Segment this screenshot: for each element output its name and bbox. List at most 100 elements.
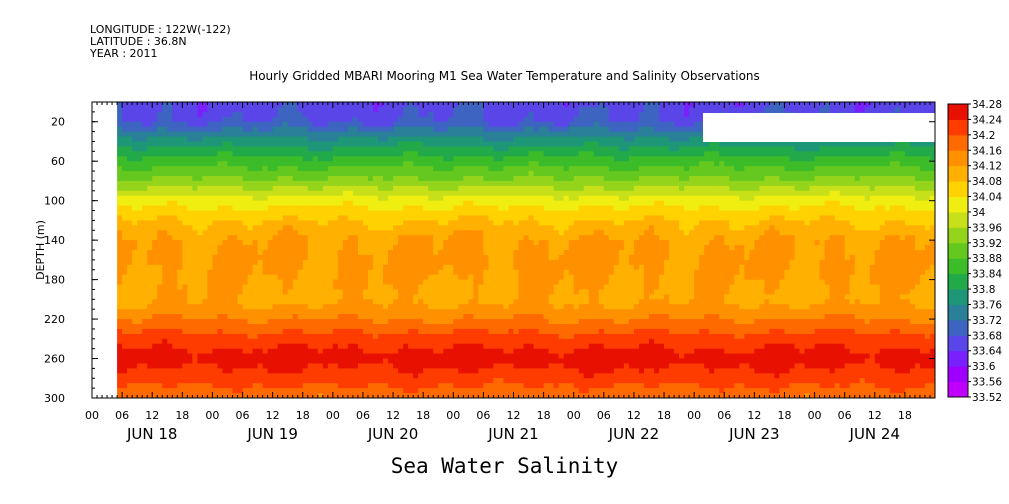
heatmap-cell	[528, 388, 535, 394]
heatmap-cell	[287, 368, 294, 374]
heatmap-cell	[367, 309, 374, 315]
heatmap-cell	[473, 210, 479, 217]
heatmap-cell	[413, 333, 419, 340]
heatmap-cell	[423, 180, 429, 187]
heatmap-cell	[267, 176, 274, 182]
heatmap-cell	[453, 245, 459, 251]
heatmap-cell	[157, 328, 163, 335]
heatmap-cell	[312, 215, 319, 221]
heatmap-cell	[458, 225, 464, 231]
heatmap-cell	[262, 324, 269, 330]
heatmap-cell	[473, 106, 479, 113]
heatmap-cell	[433, 363, 439, 369]
heatmap-cell	[262, 151, 269, 157]
heatmap-cell	[337, 279, 344, 286]
heatmap-cell	[378, 136, 384, 143]
heatmap-cell	[152, 111, 158, 118]
heatmap-cell	[473, 274, 479, 281]
heatmap-cell	[272, 225, 279, 231]
heatmap-cell	[498, 245, 505, 251]
heatmap-cell	[463, 195, 469, 202]
heatmap-cell	[403, 116, 409, 123]
heatmap-cell	[172, 289, 178, 295]
heatmap-cell	[443, 264, 449, 271]
heatmap-cell	[197, 309, 203, 315]
heatmap-cell	[453, 171, 459, 177]
heatmap-cell	[317, 230, 324, 236]
heatmap-cell	[212, 171, 219, 177]
heatmap-cell	[478, 141, 484, 147]
heatmap-cell	[197, 373, 203, 379]
heatmap-cell	[242, 314, 249, 320]
heatmap-cell	[297, 388, 304, 394]
heatmap-cell	[277, 373, 284, 379]
heatmap-cell	[297, 289, 304, 295]
heatmap-cell	[458, 180, 464, 187]
heatmap-cell	[272, 240, 279, 246]
heatmap-cell	[337, 190, 344, 197]
heatmap-cell	[192, 106, 198, 113]
heatmap-cell	[337, 156, 344, 162]
heatmap-cell	[257, 230, 264, 236]
heatmap-cell	[222, 309, 229, 315]
heatmap-cell	[483, 156, 490, 162]
heatmap-cell	[453, 274, 459, 281]
heatmap-cell	[217, 353, 224, 360]
heatmap-cell	[347, 304, 354, 310]
heatmap-cell	[172, 180, 178, 187]
heatmap-cell	[257, 393, 264, 398]
heatmap-cell	[523, 111, 530, 118]
heatmap-cell	[347, 245, 354, 251]
heatmap-cell	[493, 210, 500, 217]
heatmap-cell	[347, 136, 354, 143]
heatmap-cell	[232, 156, 239, 162]
heatmap-cell	[242, 225, 249, 231]
heatmap-cell	[247, 299, 254, 305]
heatmap-cell	[147, 383, 153, 389]
heatmap-cell	[508, 343, 515, 350]
heatmap-cell	[513, 121, 520, 128]
heatmap-cell	[383, 373, 389, 379]
heatmap-cell	[498, 161, 505, 167]
heatmap-cell	[367, 245, 374, 251]
heatmap-cell	[232, 328, 239, 335]
heatmap-cell	[282, 388, 289, 394]
heatmap-cell	[523, 121, 530, 128]
heatmap-cell	[227, 328, 234, 335]
heatmap-cell	[498, 388, 505, 394]
heatmap-cell	[523, 294, 530, 300]
heatmap-cell	[378, 269, 384, 276]
heatmap-cell	[373, 314, 379, 320]
heatmap-cell	[282, 324, 289, 330]
heatmap-cell	[367, 333, 374, 340]
heatmap-cell	[488, 131, 495, 138]
heatmap-cell	[142, 358, 148, 365]
heatmap-cell	[272, 353, 279, 360]
heatmap-cell	[488, 393, 495, 398]
heatmap-cell	[137, 304, 143, 310]
heatmap-cell	[302, 328, 309, 335]
heatmap-cell	[418, 250, 424, 256]
heatmap-cell	[277, 348, 284, 355]
heatmap-cell	[267, 166, 274, 172]
heatmap-cell	[428, 121, 434, 128]
heatmap-cell	[403, 393, 409, 398]
heatmap-cell	[367, 180, 374, 187]
heatmap-cell	[202, 299, 209, 305]
heatmap-cell	[207, 111, 214, 118]
heatmap-cell	[277, 185, 284, 192]
heatmap-cell	[277, 240, 284, 246]
heatmap-cell	[142, 106, 148, 113]
heatmap-cell	[448, 383, 454, 389]
heatmap-cell	[398, 126, 404, 133]
heatmap-cell	[383, 245, 389, 251]
heatmap-cell	[282, 348, 289, 355]
heatmap-cell	[373, 348, 379, 355]
heatmap-cell	[147, 388, 153, 394]
heatmap-cell	[122, 393, 128, 398]
heatmap-cell	[302, 314, 309, 320]
heatmap-cell	[362, 264, 369, 271]
heatmap-cell	[127, 151, 133, 157]
heatmap-cell	[418, 388, 424, 394]
heatmap-cell	[142, 121, 148, 128]
